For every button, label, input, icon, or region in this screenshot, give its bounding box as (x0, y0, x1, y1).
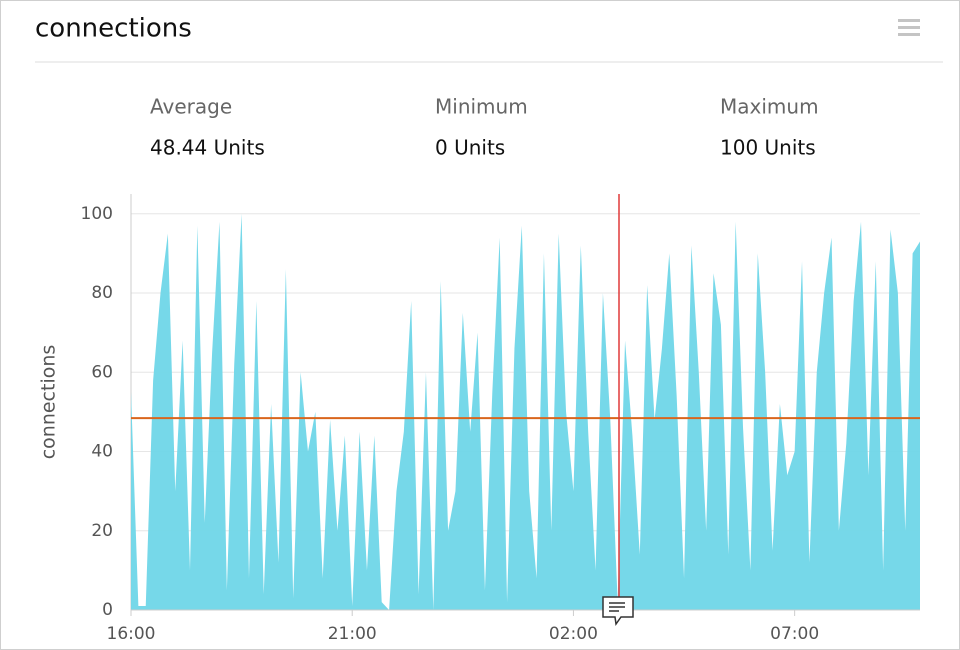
x-tick-label: 16:00 (107, 624, 156, 644)
area (131, 213, 920, 611)
x-tick-label: 07:00 (770, 624, 819, 644)
stat-label: Average (150, 95, 232, 119)
annotation-icon[interactable] (602, 596, 634, 626)
y-tick-label: 60 (91, 362, 113, 382)
stat-value: 100 Units (720, 136, 816, 160)
menu-icon[interactable] (898, 19, 920, 36)
menu-bar[interactable] (898, 33, 920, 36)
x-tick-label: 02:00 (549, 624, 598, 644)
stat-label: Maximum (720, 95, 819, 119)
stat-value: 0 Units (435, 136, 505, 160)
x-tick-label: 21:00 (328, 624, 377, 644)
y-tick-label: 100 (81, 204, 113, 224)
stat-value: 48.44 Units (150, 136, 265, 160)
y-tick-label: 20 (91, 521, 113, 541)
menu-bar[interactable] (898, 19, 920, 22)
y-tick-label: 0 (102, 600, 113, 620)
menu-bar[interactable] (898, 26, 920, 29)
y-tick-label: 80 (91, 283, 113, 303)
y-tick-label: 40 (91, 442, 113, 462)
stat-label: Minimum (435, 95, 528, 119)
y-axis-label: connections (38, 345, 60, 460)
widget-title: connections (35, 14, 192, 44)
